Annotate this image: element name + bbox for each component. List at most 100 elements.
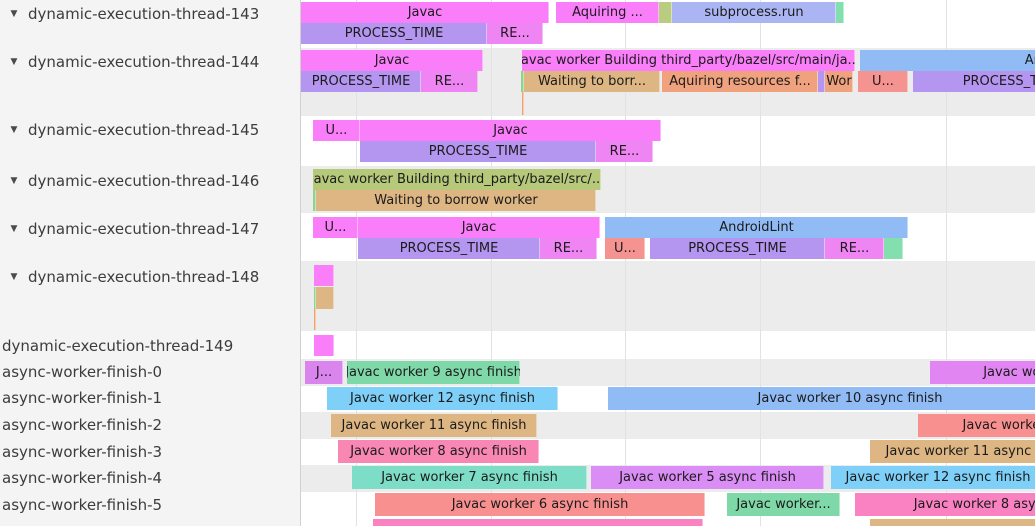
timeline-slice[interactable]: Javac worker 8 async finish <box>855 493 1035 516</box>
track-label: dynamic-execution-thread-149 <box>2 337 234 355</box>
timeline-slice[interactable]: Javac worker Building third_party/bazel/… <box>522 50 855 71</box>
slice-label: Javac <box>493 123 528 138</box>
timeline-slice[interactable] <box>316 287 334 309</box>
sidebar-row-dynamic-execution-thread-146[interactable]: ▼ dynamic-execution-thread-146 <box>0 170 300 192</box>
timeline-slice[interactable] <box>884 238 903 259</box>
timeline-slice[interactable]: Javac worker 9 async finish <box>347 361 520 384</box>
slice-label: Javac worker 10 async finish <box>757 391 943 406</box>
sidebar-row-dynamic-execution-thread-147[interactable]: ▼ dynamic-execution-thread-147 <box>0 218 300 240</box>
sidebar-row-async-worker-finish-1[interactable]: async-worker-finish-1 <box>0 387 300 409</box>
track-label: async-worker-finish-4 <box>2 469 163 487</box>
slice-label: Waiting to borr... <box>538 74 646 89</box>
timeline-slice[interactable]: Javac worker 11 async finish <box>870 440 1035 463</box>
track-label: async-worker-finish-3 <box>2 443 163 461</box>
timeline-slice[interactable]: Waiting to borr... <box>524 71 660 92</box>
sidebar-row-async-worker-finish-4[interactable]: async-worker-finish-4 <box>0 467 300 489</box>
slice-label: J... <box>315 365 333 380</box>
collapse-triangle-icon[interactable]: ▼ <box>10 125 18 135</box>
timeline-slice[interactable]: Javac worker Building third_party/bazel/… <box>313 169 601 190</box>
timeline-slice[interactable] <box>314 335 334 356</box>
timeline-slice[interactable]: Javac worker 8 async finish <box>338 440 539 463</box>
slice-label: Javac worker 5 async finish <box>619 470 796 485</box>
timeline-slice[interactable]: AndroidLint <box>605 217 908 238</box>
timeline-slice[interactable]: Javac worker 12 async finish <box>831 466 1035 489</box>
timeline-slice[interactable]: U... <box>605 238 645 259</box>
timeline-slice[interactable]: RE... <box>540 238 597 259</box>
timeline-slice[interactable]: PROCESS_TIME <box>650 238 825 259</box>
collapse-triangle-icon[interactable]: ▼ <box>10 272 18 282</box>
timeline-slice[interactable]: Javac worker 10 async finish <box>918 414 1035 437</box>
timeline-slice[interactable] <box>836 2 844 23</box>
timeline-slice[interactable] <box>870 519 1035 526</box>
timeline-slice[interactable]: U... <box>858 71 908 92</box>
track-label: async-worker-finish-0 <box>2 363 163 381</box>
collapse-triangle-icon[interactable]: ▼ <box>10 57 18 67</box>
timeline-slice[interactable]: PROCESS_TIME <box>301 23 487 44</box>
timeline-slice[interactable] <box>521 71 524 92</box>
sidebar-row-async-worker-finish-5[interactable]: async-worker-finish-5 <box>0 494 300 516</box>
timeline-slice[interactable]: J... <box>305 361 343 384</box>
time-gridline <box>946 0 947 526</box>
timeline-slice[interactable]: PROCESS_TIME <box>301 71 421 92</box>
slice-label: Waiting to borrow worker <box>374 193 538 208</box>
timeline-slice[interactable] <box>314 265 334 286</box>
timeline-slice[interactable]: Javac worker 7 async finish <box>352 466 587 489</box>
timeline[interactable]: Javac Aquiring ... subprocess.run PROCESS_T… <box>301 0 1035 526</box>
timeline-slice[interactable]: RE... <box>487 23 543 44</box>
slice-label: U... <box>872 74 894 89</box>
timeline-slice[interactable]: Javac worker 5 async finish <box>591 466 824 489</box>
timeline-slice[interactable] <box>818 71 825 92</box>
sidebar-row-dynamic-execution-thread-144[interactable]: ▼ dynamic-execution-thread-144 <box>0 51 300 73</box>
timeline-slice[interactable]: Javac <box>301 50 483 71</box>
slice-label: Javac worker 10 async finish <box>962 418 1035 433</box>
timeline-slice[interactable]: Aquiring ... <box>556 2 659 23</box>
slice-label: RE... <box>553 241 584 256</box>
timeline-slice[interactable]: Javac <box>358 217 600 238</box>
timeline-slice[interactable]: Javac worker 9 async finish <box>930 361 1035 384</box>
timeline-slice[interactable] <box>373 519 703 526</box>
timeline-slice[interactable] <box>314 309 316 330</box>
timeline-slice[interactable]: Aquiring resources f... <box>662 71 818 92</box>
slice-label: Javac worker 11 async finish <box>341 418 527 433</box>
slice-label: Aquiring ... <box>572 5 643 20</box>
timeline-slice[interactable]: RE... <box>421 71 478 92</box>
timeline-slice[interactable]: Javac <box>360 120 661 141</box>
timeline-slice[interactable]: Javac worker... <box>727 493 840 516</box>
timeline-slice[interactable]: RE... <box>596 141 653 162</box>
sidebar-row-dynamic-execution-thread-143[interactable]: ▼ dynamic-execution-thread-143 <box>0 3 300 25</box>
timeline-slice[interactable]: U... <box>313 120 360 141</box>
timeline-slice[interactable]: Javac worker 11 async finish <box>331 414 537 437</box>
timeline-slice[interactable] <box>659 2 672 23</box>
timeline-slice[interactable]: U... <box>313 217 358 238</box>
timeline-slice[interactable]: Waiting to borrow worker <box>316 190 596 211</box>
timeline-slice[interactable]: Wor <box>825 71 853 92</box>
timeline-slice[interactable] <box>522 92 524 115</box>
sidebar-row-async-worker-finish-0[interactable]: async-worker-finish-0 <box>0 361 300 383</box>
timeline-slice[interactable]: PROCESS_TIME <box>360 141 596 162</box>
timeline-slice[interactable]: AndroidLint <box>860 50 1035 71</box>
slice-label: PROCESS_TIME <box>311 74 411 89</box>
collapse-triangle-icon[interactable]: ▼ <box>10 9 18 19</box>
timeline-slice[interactable]: subprocess.run <box>672 2 836 23</box>
timeline-slice[interactable]: Javac worker 12 async finish <box>327 387 558 410</box>
timeline-slice[interactable] <box>313 190 316 211</box>
slice-label: Javac worker 7 async finish <box>381 470 558 485</box>
collapse-triangle-icon[interactable]: ▼ <box>10 176 18 186</box>
timeline-slice[interactable]: PROCESS_TIME <box>913 71 1035 92</box>
collapse-triangle-icon[interactable]: ▼ <box>10 224 18 234</box>
slice-label: RE... <box>839 241 870 256</box>
sidebar-row-dynamic-execution-thread-149[interactable]: dynamic-execution-thread-149 <box>0 335 300 357</box>
sidebar-row-dynamic-execution-thread-145[interactable]: ▼ dynamic-execution-thread-145 <box>0 119 300 141</box>
sidebar-row-dynamic-execution-thread-148[interactable]: ▼ dynamic-execution-thread-148 <box>0 266 300 288</box>
slice-label: Javac <box>374 53 410 68</box>
sidebar-row-async-worker-finish-2[interactable]: async-worker-finish-2 <box>0 414 300 436</box>
timeline-slice[interactable]: RE... <box>825 238 884 259</box>
timeline-slice[interactable]: Javac worker 10 async finish <box>608 387 1035 410</box>
timeline-slice[interactable]: Javac worker 6 async finish <box>375 493 705 516</box>
sidebar-row-async-worker-finish-3[interactable]: async-worker-finish-3 <box>0 441 300 463</box>
timeline-slice[interactable] <box>314 287 316 309</box>
timeline-slice[interactable]: PROCESS_TIME <box>358 238 540 259</box>
slice-label: Javac worker... <box>736 497 831 512</box>
timeline-slice[interactable]: Javac <box>301 2 549 23</box>
